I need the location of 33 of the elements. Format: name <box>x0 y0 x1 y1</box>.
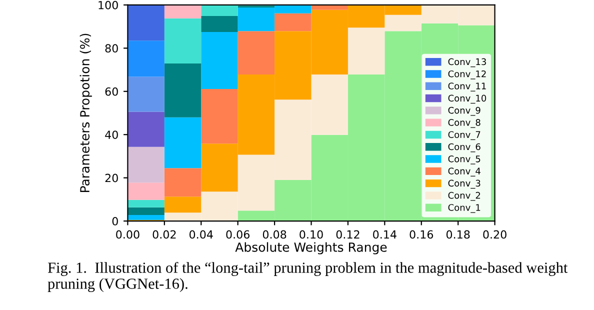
x-tick-label: 0.06 <box>226 230 250 239</box>
legend-label: Conv_2 <box>448 192 480 201</box>
y-tick-label: 100 <box>98 0 118 10</box>
legend-label: Conv_3 <box>448 180 480 189</box>
legend-label: Conv_9 <box>448 106 480 116</box>
x-tick-label: 0.04 <box>189 230 213 239</box>
legend-label: Conv_5 <box>448 155 480 164</box>
y-tick-label: 40 <box>105 130 118 139</box>
legend-label: Conv_6 <box>448 143 480 152</box>
x-tick-label: 0.16 <box>410 230 434 239</box>
legend-label: Conv_8 <box>448 119 480 128</box>
y-tick-label: 20 <box>105 174 118 182</box>
y-tick-label: 80 <box>105 44 118 53</box>
y-tick-label: 60 <box>105 87 118 96</box>
x-tick-label: 0.08 <box>262 230 286 239</box>
legend-label: Conv_13 <box>448 58 486 68</box>
x-tick-label: 0.02 <box>152 230 176 239</box>
x-tick-label: 0.10 <box>300 230 323 239</box>
legend-label: Conv_4 <box>448 168 480 176</box>
x-tick-label: 0.14 <box>373 230 396 239</box>
x-tick-label: 0.12 <box>336 230 360 239</box>
caption: Fig. 1. Illustration of the “long-tail” pruning problem in the magnitude-based weight pruning (VGGNet-16). <box>48 262 568 292</box>
legend-label: Conv_7 <box>448 131 480 140</box>
x-tick-label: 0.20 <box>483 230 506 239</box>
x-tick-label: 0.00 <box>116 230 140 239</box>
legend-label: Conv_1 <box>448 204 480 213</box>
legend-label: Conv_12 <box>448 70 486 80</box>
y-tick-label: 0 <box>112 217 118 226</box>
legend-label: Conv_11 <box>448 82 486 92</box>
x-axis-title: Absolute Weights Range <box>235 242 387 254</box>
x-tick-label: 0.18 <box>446 230 470 239</box>
y-axis-title: Parameters Propotion (%) <box>80 34 92 192</box>
legend-label: Conv_10 <box>448 94 486 104</box>
